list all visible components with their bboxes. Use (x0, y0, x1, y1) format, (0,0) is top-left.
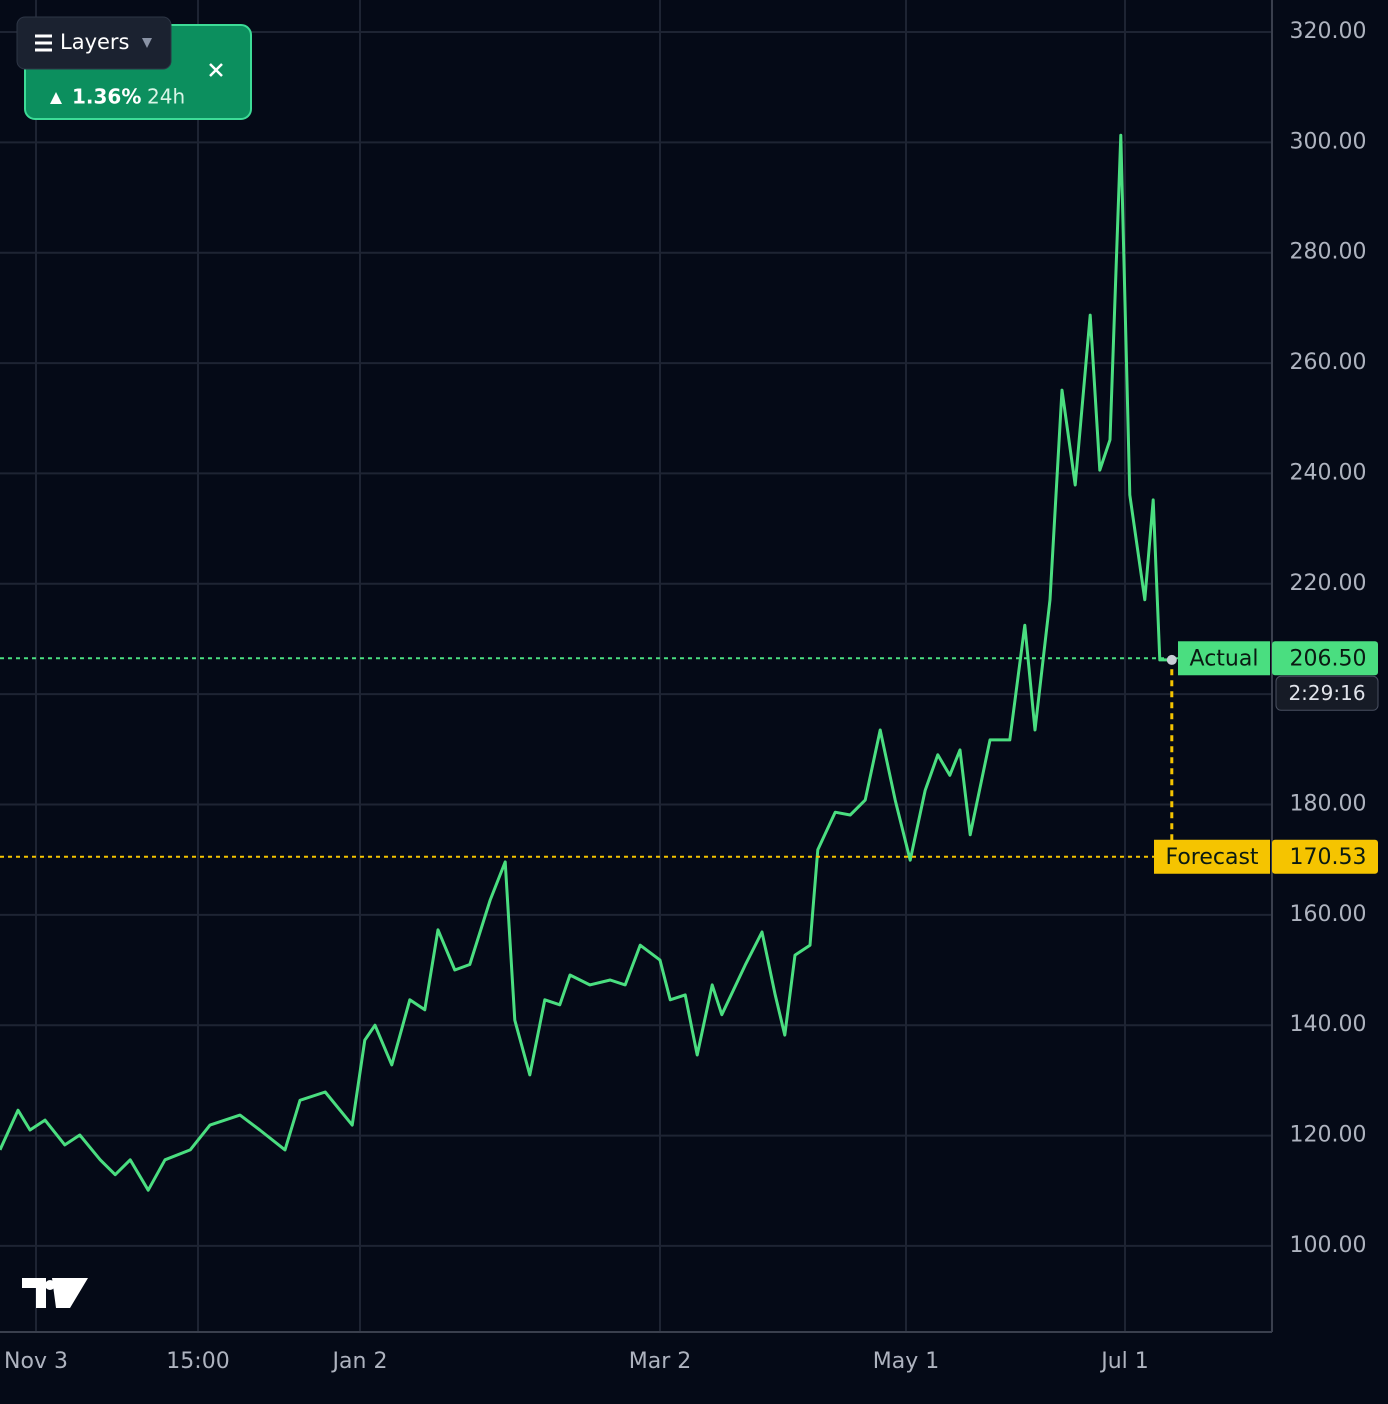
x-tick-label: Nov 3 (4, 1349, 68, 1374)
y-tick-label: 160.00 (1290, 902, 1367, 927)
forecast-value-box (1272, 839, 1378, 874)
close-button[interactable] (209, 63, 223, 77)
plot (0, 133, 1272, 1192)
countdown-box (1275, 675, 1379, 711)
logo-dot (45, 1280, 55, 1290)
y-tick-label: 320.00 (1290, 19, 1367, 44)
y-tick-label: 240.00 (1290, 460, 1367, 485)
forecast-label: Forecast (1165, 845, 1258, 870)
y-tick-label: 140.00 (1290, 1012, 1367, 1037)
x-tick-label: Jan 2 (331, 1349, 388, 1374)
y-tick-label: 220.00 (1290, 571, 1367, 596)
x-tick-label: Jul 1 (1099, 1349, 1149, 1374)
x-tick-label: 15:00 (166, 1349, 229, 1374)
menu-icon (35, 34, 52, 52)
change: 1.36% (72, 85, 141, 109)
y-tick-label: 280.00 (1290, 240, 1367, 265)
dropdown-caret (142, 38, 152, 48)
actual-label-box (1178, 641, 1270, 676)
last-point (1166, 654, 1177, 665)
layers-label[interactable]: Layers (60, 30, 130, 54)
forecast-label-box (1154, 839, 1270, 874)
logo-shape (22, 1278, 88, 1308)
price-line (0, 133, 1172, 1192)
y-tick-label: 180.00 (1290, 791, 1367, 816)
layers-box[interactable] (16, 16, 172, 70)
y-tick-label: 120.00 (1290, 1123, 1367, 1148)
forecast-value-label: 170.53 (1290, 845, 1367, 870)
layers-button[interactable]: Layers (16, 16, 172, 70)
actual-label: Actual (1190, 646, 1259, 671)
x-tick-label: Mar 2 (629, 1349, 692, 1374)
x-tick-label: May 1 (873, 1349, 939, 1374)
y-tick-label: 260.00 (1290, 350, 1367, 375)
countdown: 2:29:16 (1288, 681, 1365, 705)
y-tick-label: 300.00 (1290, 129, 1367, 154)
period: 24h (147, 85, 185, 109)
y-tick-label: 100.00 (1290, 1233, 1367, 1258)
actual-value-box (1272, 641, 1378, 676)
tv-logo (22, 1278, 88, 1308)
up-arrow (50, 92, 62, 104)
actual-value-label: 206.50 (1290, 646, 1367, 671)
